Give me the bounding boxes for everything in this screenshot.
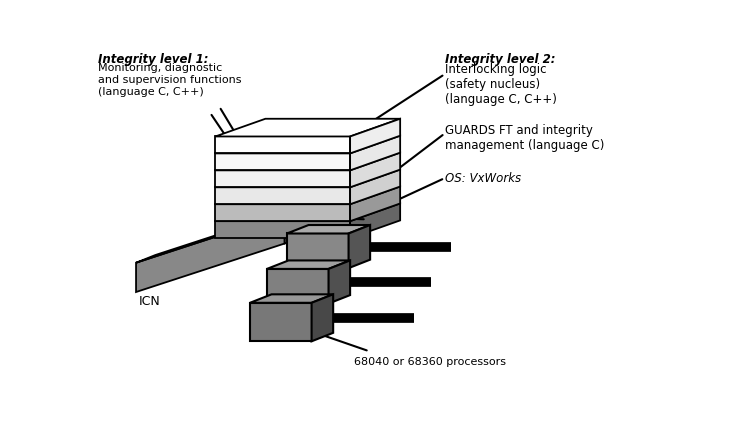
Polygon shape (215, 136, 350, 153)
Polygon shape (136, 214, 285, 292)
Text: ICN: ICN (139, 295, 160, 308)
Text: OS: VxWorks: OS: VxWorks (445, 172, 521, 185)
Text: GUARDS FT and integrity
management (language C): GUARDS FT and integrity management (lang… (445, 124, 604, 152)
Polygon shape (215, 153, 400, 170)
Polygon shape (215, 153, 350, 170)
Polygon shape (287, 225, 370, 233)
Polygon shape (215, 170, 350, 187)
Polygon shape (350, 204, 400, 238)
Polygon shape (285, 207, 304, 244)
Polygon shape (215, 204, 400, 221)
Polygon shape (215, 187, 350, 204)
Polygon shape (328, 261, 350, 303)
Polygon shape (215, 187, 400, 204)
Polygon shape (350, 187, 400, 221)
Polygon shape (215, 170, 400, 187)
Polygon shape (215, 136, 400, 153)
Text: Interlocking logic
(safety nucleus)
(language C, C++): Interlocking logic (safety nucleus) (lan… (445, 62, 556, 105)
Polygon shape (350, 119, 400, 153)
Polygon shape (267, 261, 350, 269)
Text: Integrity level 1:: Integrity level 1: (99, 53, 209, 66)
Text: Integrity level 2:: Integrity level 2: (445, 53, 555, 66)
Polygon shape (215, 204, 350, 221)
Polygon shape (350, 136, 400, 170)
Polygon shape (136, 207, 304, 263)
Polygon shape (267, 269, 328, 303)
Polygon shape (250, 303, 312, 341)
Polygon shape (215, 119, 400, 136)
Polygon shape (349, 225, 370, 268)
Polygon shape (215, 221, 350, 238)
Polygon shape (350, 153, 400, 187)
Polygon shape (350, 170, 400, 204)
Text: Monitoring, diagnostic
and supervision functions
(language C, C++): Monitoring, diagnostic and supervision f… (99, 63, 242, 96)
Polygon shape (312, 295, 333, 341)
Polygon shape (250, 295, 333, 303)
Text: 68040 or 68360 processors: 68040 or 68360 processors (354, 357, 506, 367)
Polygon shape (287, 233, 349, 268)
